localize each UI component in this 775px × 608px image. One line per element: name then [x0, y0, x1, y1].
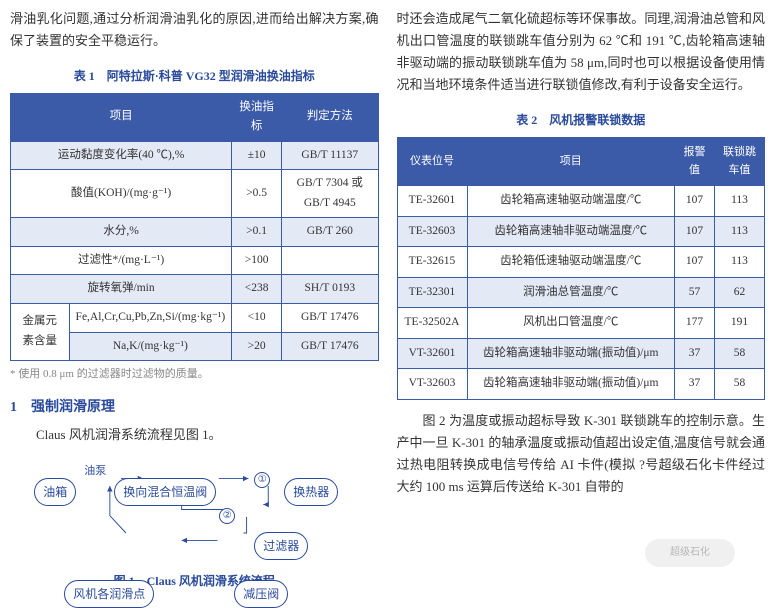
table1-caption: 表 1 阿特拉斯·科普 VG32 型润滑油换油指标 — [10, 66, 379, 86]
table-row: TE-32601 齿轮箱高速轴驱动端温度/℃ 107 113 — [397, 186, 765, 217]
table2-header-row: 仪表位号 项目 报警值 联锁跳车值 — [397, 137, 765, 185]
node-prv: 减压阀 — [234, 580, 288, 608]
table2-caption: 表 2 风机报警联锁数据 — [397, 110, 766, 130]
section1-text: Claus 风机润滑系统流程见图 1。 — [10, 424, 379, 446]
table-row: 金属元素含量 Fe,Al,Cr,Cu,Pb,Zn,Si/(mg·kg⁻¹) <1… — [11, 303, 379, 332]
right-para1: 时还会造成尾气二氧化硫超标等环保事故。同理,润滑油总管和风机出口管温度的联锁跳车… — [397, 8, 766, 96]
table1-h0: 项目 — [11, 93, 232, 141]
table2-h0: 仪表位号 — [397, 137, 467, 185]
table-row: 水分,% >0.1 GB/T 260 — [11, 218, 379, 247]
table1-h2: 判定方法 — [282, 93, 378, 141]
left-column: 滑油乳化问题,通过分析润滑油乳化的原因,进而给出解决方案,确保了装置的安全平稳运… — [10, 8, 379, 597]
circ-2: ② — [219, 508, 235, 524]
table2-h2: 报警值 — [675, 137, 715, 185]
table-row: 旋转氧弹/min <238 SH/T 0193 — [11, 275, 379, 304]
table-row: TE-32301 润滑油总管温度/℃ 57 62 — [397, 277, 765, 308]
table-row: VT-32603 齿轮箱高速轴非驱动端(振动值)/μm 37 58 — [397, 369, 765, 400]
intro-paragraph: 滑油乳化问题,通过分析润滑油乳化的原因,进而给出解决方案,确保了装置的安全平稳运… — [10, 8, 379, 52]
node-hx: 换热器 — [284, 478, 338, 506]
node-valve: 换向混合恒温阀 — [114, 478, 216, 506]
figure1-diagram: 油箱 换向混合恒温阀 换热器 过滤器 减压阀 风机各润滑点 油泵 ① ② — [24, 460, 364, 559]
node-points: 风机各润滑点 — [64, 580, 154, 608]
table2-h3: 联锁跳车值 — [715, 137, 765, 185]
right-column: 时还会造成尾气二氧化硫超标等环保事故。同理,润滑油总管和风机出口管温度的联锁跳车… — [397, 8, 766, 597]
table1-h1: 换油指标 — [232, 93, 282, 141]
right-para2: 图 2 为温度或振动超标导致 K-301 联锁跳车的控制示意。生产中一旦 K-3… — [397, 410, 766, 498]
metal-header: 金属元素含量 — [11, 303, 70, 360]
table1: 项目 换油指标 判定方法 运动黏度变化率(40 ℃),% ±10 GB/T 11… — [10, 93, 379, 361]
table-row: 酸值(KOH)/(mg·g⁻¹) >0.5 GB/T 7304 或 GB/T 4… — [11, 170, 379, 218]
table1-note: * 使用 0.8 μm 的过滤器时过滤物的质量。 — [10, 365, 379, 384]
table-row: TE-32502A 风机出口管温度/℃ 177 191 — [397, 308, 765, 339]
watermark: 超级石化 — [645, 539, 735, 567]
edge-label-pump: 油泵 — [84, 462, 106, 481]
table-row: VT-32601 齿轮箱高速轴非驱动端(振动值)/μm 37 58 — [397, 338, 765, 369]
table-row: TE-32615 齿轮箱低速轴驱动端温度/℃ 107 113 — [397, 247, 765, 278]
node-tank: 油箱 — [34, 478, 76, 506]
table-row: 运动黏度变化率(40 ℃),% ±10 GB/T 11137 — [11, 141, 379, 170]
table1-header-row: 项目 换油指标 判定方法 — [11, 93, 379, 141]
node-filter: 过滤器 — [254, 532, 308, 560]
table2-h1: 项目 — [467, 137, 675, 185]
circ-1: ① — [254, 472, 270, 488]
section1-heading: 1 强制润滑原理 — [10, 396, 379, 420]
table-row: TE-32603 齿轮箱高速轴非驱动端温度/℃ 107 113 — [397, 216, 765, 247]
table2: 仪表位号 项目 报警值 联锁跳车值 TE-32601 齿轮箱高速轴驱动端温度/℃… — [397, 137, 766, 400]
arrows-svg — [24, 460, 364, 559]
table-row: 过滤性*/(mg·L⁻¹) >100 — [11, 246, 379, 275]
